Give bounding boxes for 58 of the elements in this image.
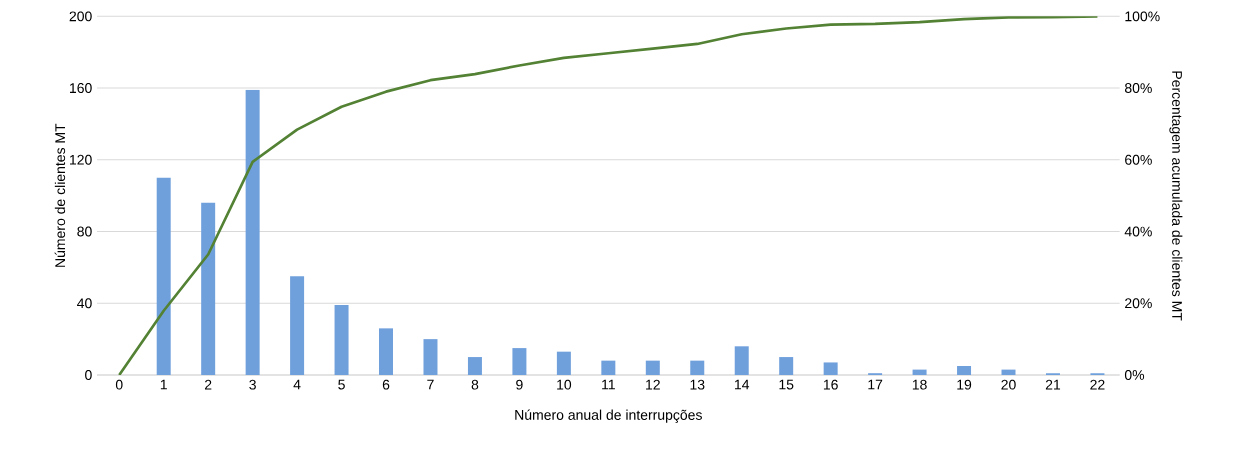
y2-tick-label: 80%	[1124, 83, 1152, 94]
bar	[467, 357, 482, 375]
bar	[290, 276, 305, 375]
y-axis-title: Número de clientes MT	[54, 123, 66, 267]
x-tick-label: 3	[249, 379, 256, 390]
x-axis-title: Número anual de interrupções	[515, 409, 702, 423]
x-tick-label: 15	[779, 379, 794, 390]
x-tick-label: 4	[293, 379, 301, 390]
x-tick-label: 18	[912, 379, 927, 390]
bar	[912, 369, 927, 375]
bar	[645, 360, 660, 375]
y-tick-label: 120	[70, 154, 92, 165]
bar	[201, 202, 216, 375]
x-tick-label: 21	[1045, 379, 1061, 390]
bar	[512, 348, 527, 375]
line-series	[117, 16, 1099, 375]
y2-tick-label: 100%	[1125, 11, 1160, 22]
x-tick-label: 13	[690, 379, 705, 390]
x-tick-label: 7	[427, 379, 434, 390]
y-tick-label: 40	[77, 298, 92, 309]
bar	[1001, 369, 1016, 375]
x-tick-label: 8	[471, 379, 479, 390]
x-tick-label: 10	[557, 379, 572, 390]
x-tick-label: 5	[338, 379, 345, 390]
x-tick-label: 22	[1090, 379, 1105, 390]
y2-axis-title: Percentagem acumulada de clientes MT	[1169, 71, 1183, 321]
x-tick-label: 17	[868, 379, 883, 390]
y2-tick-label: 40%	[1124, 226, 1152, 237]
y-tick-label: 200	[69, 11, 92, 22]
x-tick-label: 6	[382, 379, 390, 390]
x-tick-label: 12	[646, 379, 660, 390]
bar	[734, 346, 749, 375]
bar	[957, 366, 972, 375]
bar	[379, 328, 394, 375]
y-tick-label: 160	[70, 83, 92, 94]
x-tick-label: 14	[735, 379, 750, 390]
bar	[823, 362, 838, 375]
x-tick-label: 19	[957, 379, 972, 390]
y-tick-label: 0	[85, 370, 92, 380]
x-tick-label: 9	[516, 379, 523, 390]
x-tick-label: 20	[1001, 379, 1016, 390]
bar	[779, 357, 794, 375]
bar	[690, 360, 705, 375]
bar	[245, 89, 260, 375]
x-tick-label: 11	[602, 379, 615, 390]
x-tick-label: 1	[160, 379, 167, 390]
bar	[334, 305, 349, 375]
bar	[423, 339, 438, 375]
y2-tick-label: 20%	[1125, 298, 1152, 309]
x-tick-label: 16	[823, 379, 838, 390]
y-tick-label: 80	[77, 226, 92, 237]
bar	[556, 351, 571, 375]
y2-tick-label: 60%	[1125, 154, 1152, 165]
bar	[156, 177, 171, 375]
bar	[601, 360, 616, 375]
x-tick-label: 0	[115, 379, 123, 390]
x-tick-label: 2	[204, 379, 212, 390]
y2-tick-label: 0%	[1124, 370, 1145, 380]
